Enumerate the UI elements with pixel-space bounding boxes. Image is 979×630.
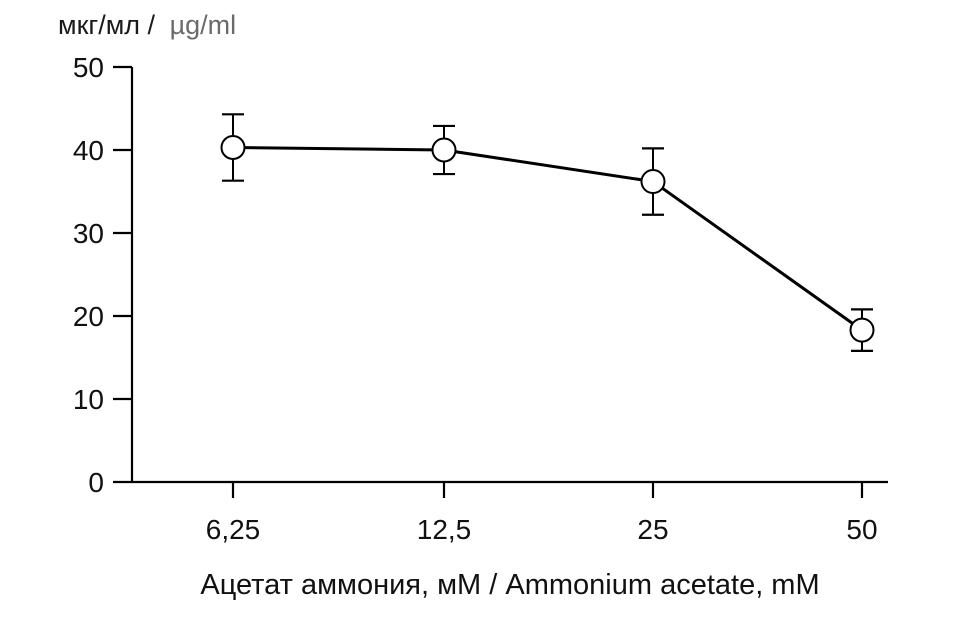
y-tick-label: 20 (73, 301, 104, 332)
x-tick-label: 50 (846, 514, 877, 545)
y-unit-label-ru: мкг/мл / (58, 10, 156, 40)
x-tick-label: 6,25 (206, 514, 261, 545)
y-tick-label: 10 (73, 384, 104, 415)
x-tick-label: 25 (637, 514, 668, 545)
data-point (640, 169, 666, 195)
y-tick-label: 50 (73, 52, 104, 83)
y-unit-label: мкг/мл / µg/ml (58, 10, 236, 40)
data-point (220, 135, 246, 161)
y-tick-label: 30 (73, 218, 104, 249)
y-unit-label-en: µg/ml (170, 10, 237, 40)
data-point (431, 137, 457, 163)
x-axis-label: Ацетат аммония, мМ / Ammonium acetate, m… (200, 569, 819, 601)
series-line (232, 146, 863, 332)
y-tick-label: 0 (88, 467, 104, 498)
x-tick-label: 12,5 (417, 514, 472, 545)
y-tick-label: 40 (73, 135, 104, 166)
data-point (849, 317, 875, 343)
